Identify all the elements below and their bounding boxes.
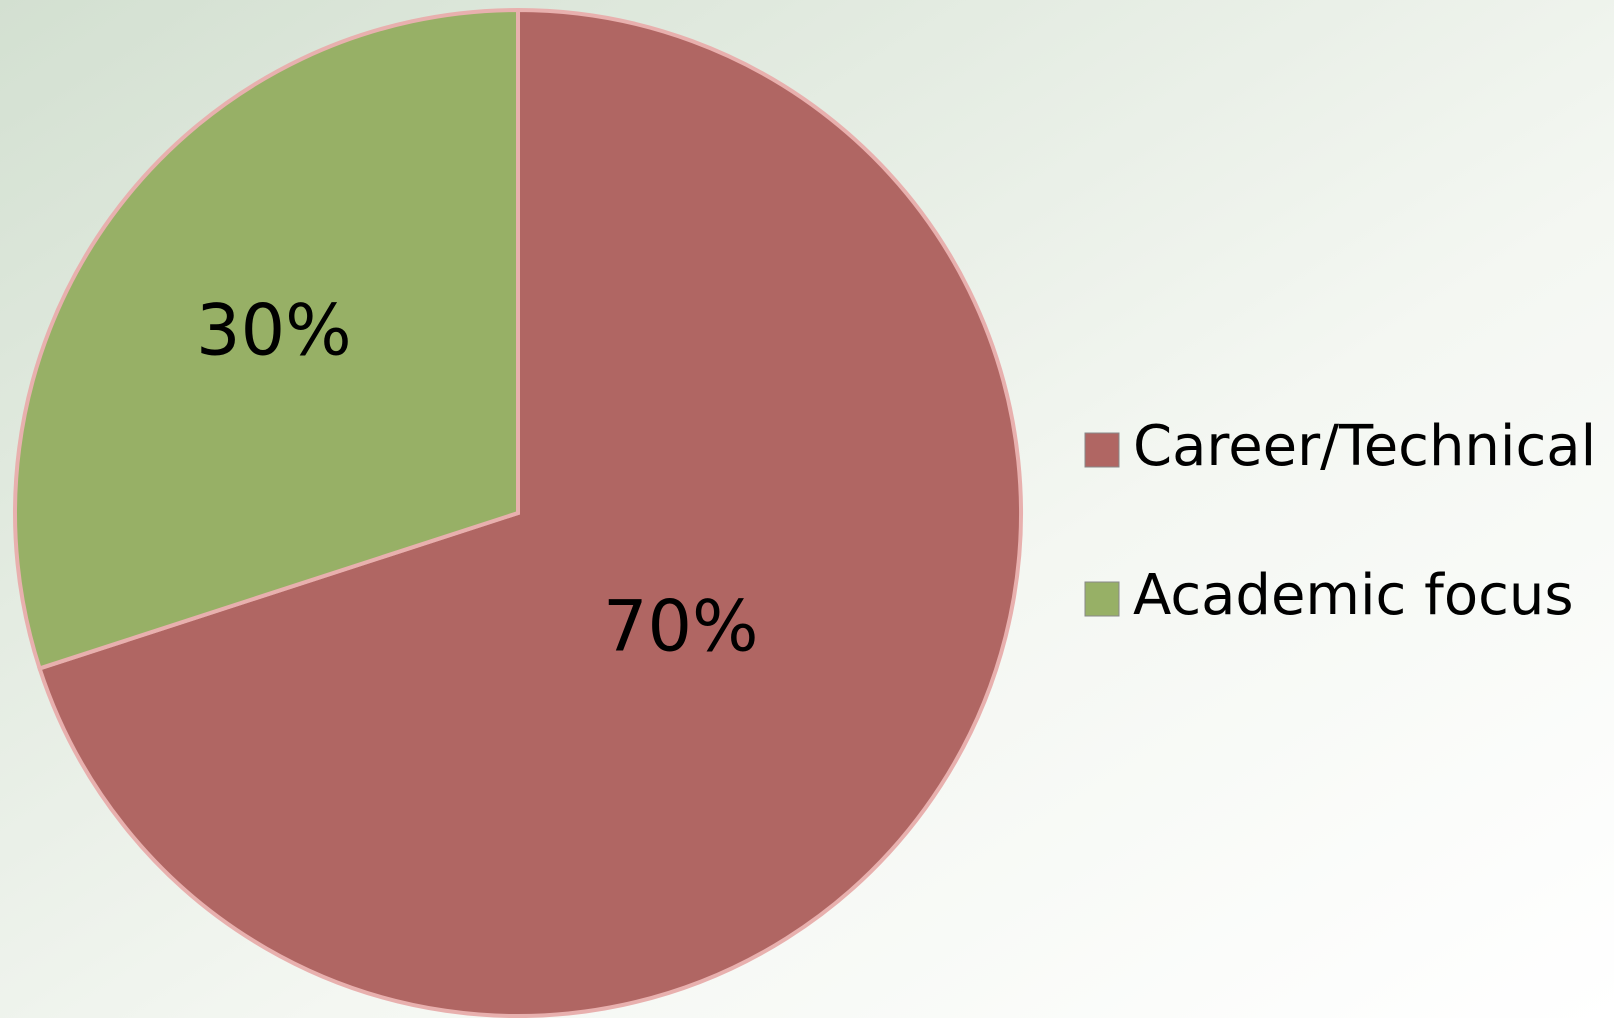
legend-key — [1084, 432, 1120, 468]
pie-slice — [37, 7, 1023, 1018]
pie-slice — [13, 7, 520, 671]
legend-key — [1084, 581, 1120, 617]
legend-label: Academic focus — [1133, 563, 1574, 628]
legend-label: Career/Technical — [1133, 414, 1596, 479]
value-label: 70% — [603, 585, 759, 667]
value-label: 30% — [196, 290, 352, 372]
